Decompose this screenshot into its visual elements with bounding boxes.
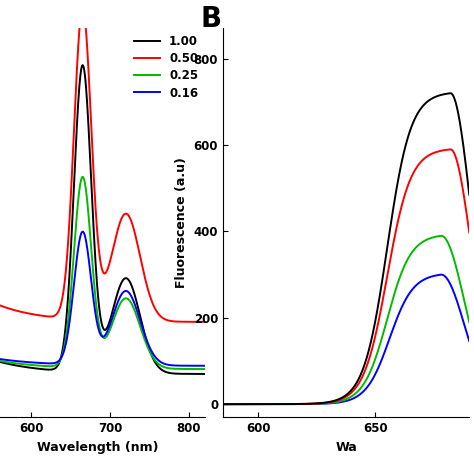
Legend: 1.00, 0.50, 0.25, 0.16: 1.00, 0.50, 0.25, 0.16: [129, 30, 203, 104]
X-axis label: Wavelength (nm): Wavelength (nm): [37, 440, 158, 454]
X-axis label: Wa: Wa: [335, 440, 357, 454]
Text: B: B: [200, 5, 221, 33]
Y-axis label: Fluorescence (a.u): Fluorescence (a.u): [175, 157, 188, 288]
